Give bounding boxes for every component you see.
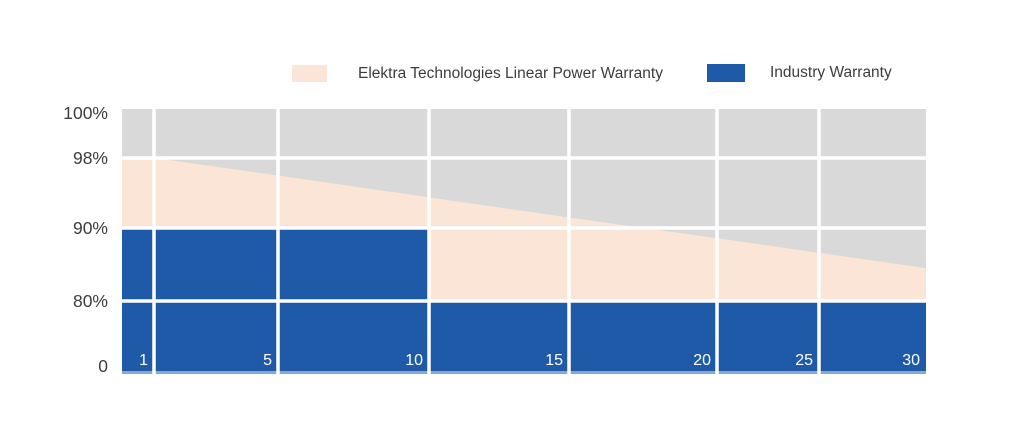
y-tick-label-0: 0 xyxy=(98,356,108,376)
x-tick-label-30: 30 xyxy=(902,352,920,369)
y-tick-label-100: 100% xyxy=(63,103,108,123)
legend-item-industry: Industry Warranty xyxy=(707,63,892,82)
x-tick-label-15: 15 xyxy=(545,352,563,369)
bar-bottom-edge xyxy=(122,371,926,374)
chart-legend: Elektra Technologies Linear Power Warran… xyxy=(0,0,1024,82)
y-tick-label-90: 90% xyxy=(72,218,108,238)
legend-item-elektra: Elektra Technologies Linear Power Warran… xyxy=(292,64,663,83)
x-tick-label-10: 10 xyxy=(405,352,423,369)
y-tick-label-98: 98% xyxy=(72,148,108,168)
x-tick-label-25: 25 xyxy=(795,352,813,369)
y-tick-label-80: 80% xyxy=(72,291,108,311)
x-tick-label-5: 5 xyxy=(263,352,272,369)
legend-label-elektra: Elektra Technologies Linear Power Warran… xyxy=(358,65,663,82)
elektra-area-swatch-icon xyxy=(292,65,327,82)
legend-label-industry: Industry Warranty xyxy=(770,64,892,81)
x-tick-label-20: 20 xyxy=(693,352,711,369)
plot-region: 1 5 10 15 20 25 30 xyxy=(122,109,926,374)
industry-area-swatch-icon xyxy=(707,63,745,82)
x-tick-label-1: 1 xyxy=(139,352,148,369)
